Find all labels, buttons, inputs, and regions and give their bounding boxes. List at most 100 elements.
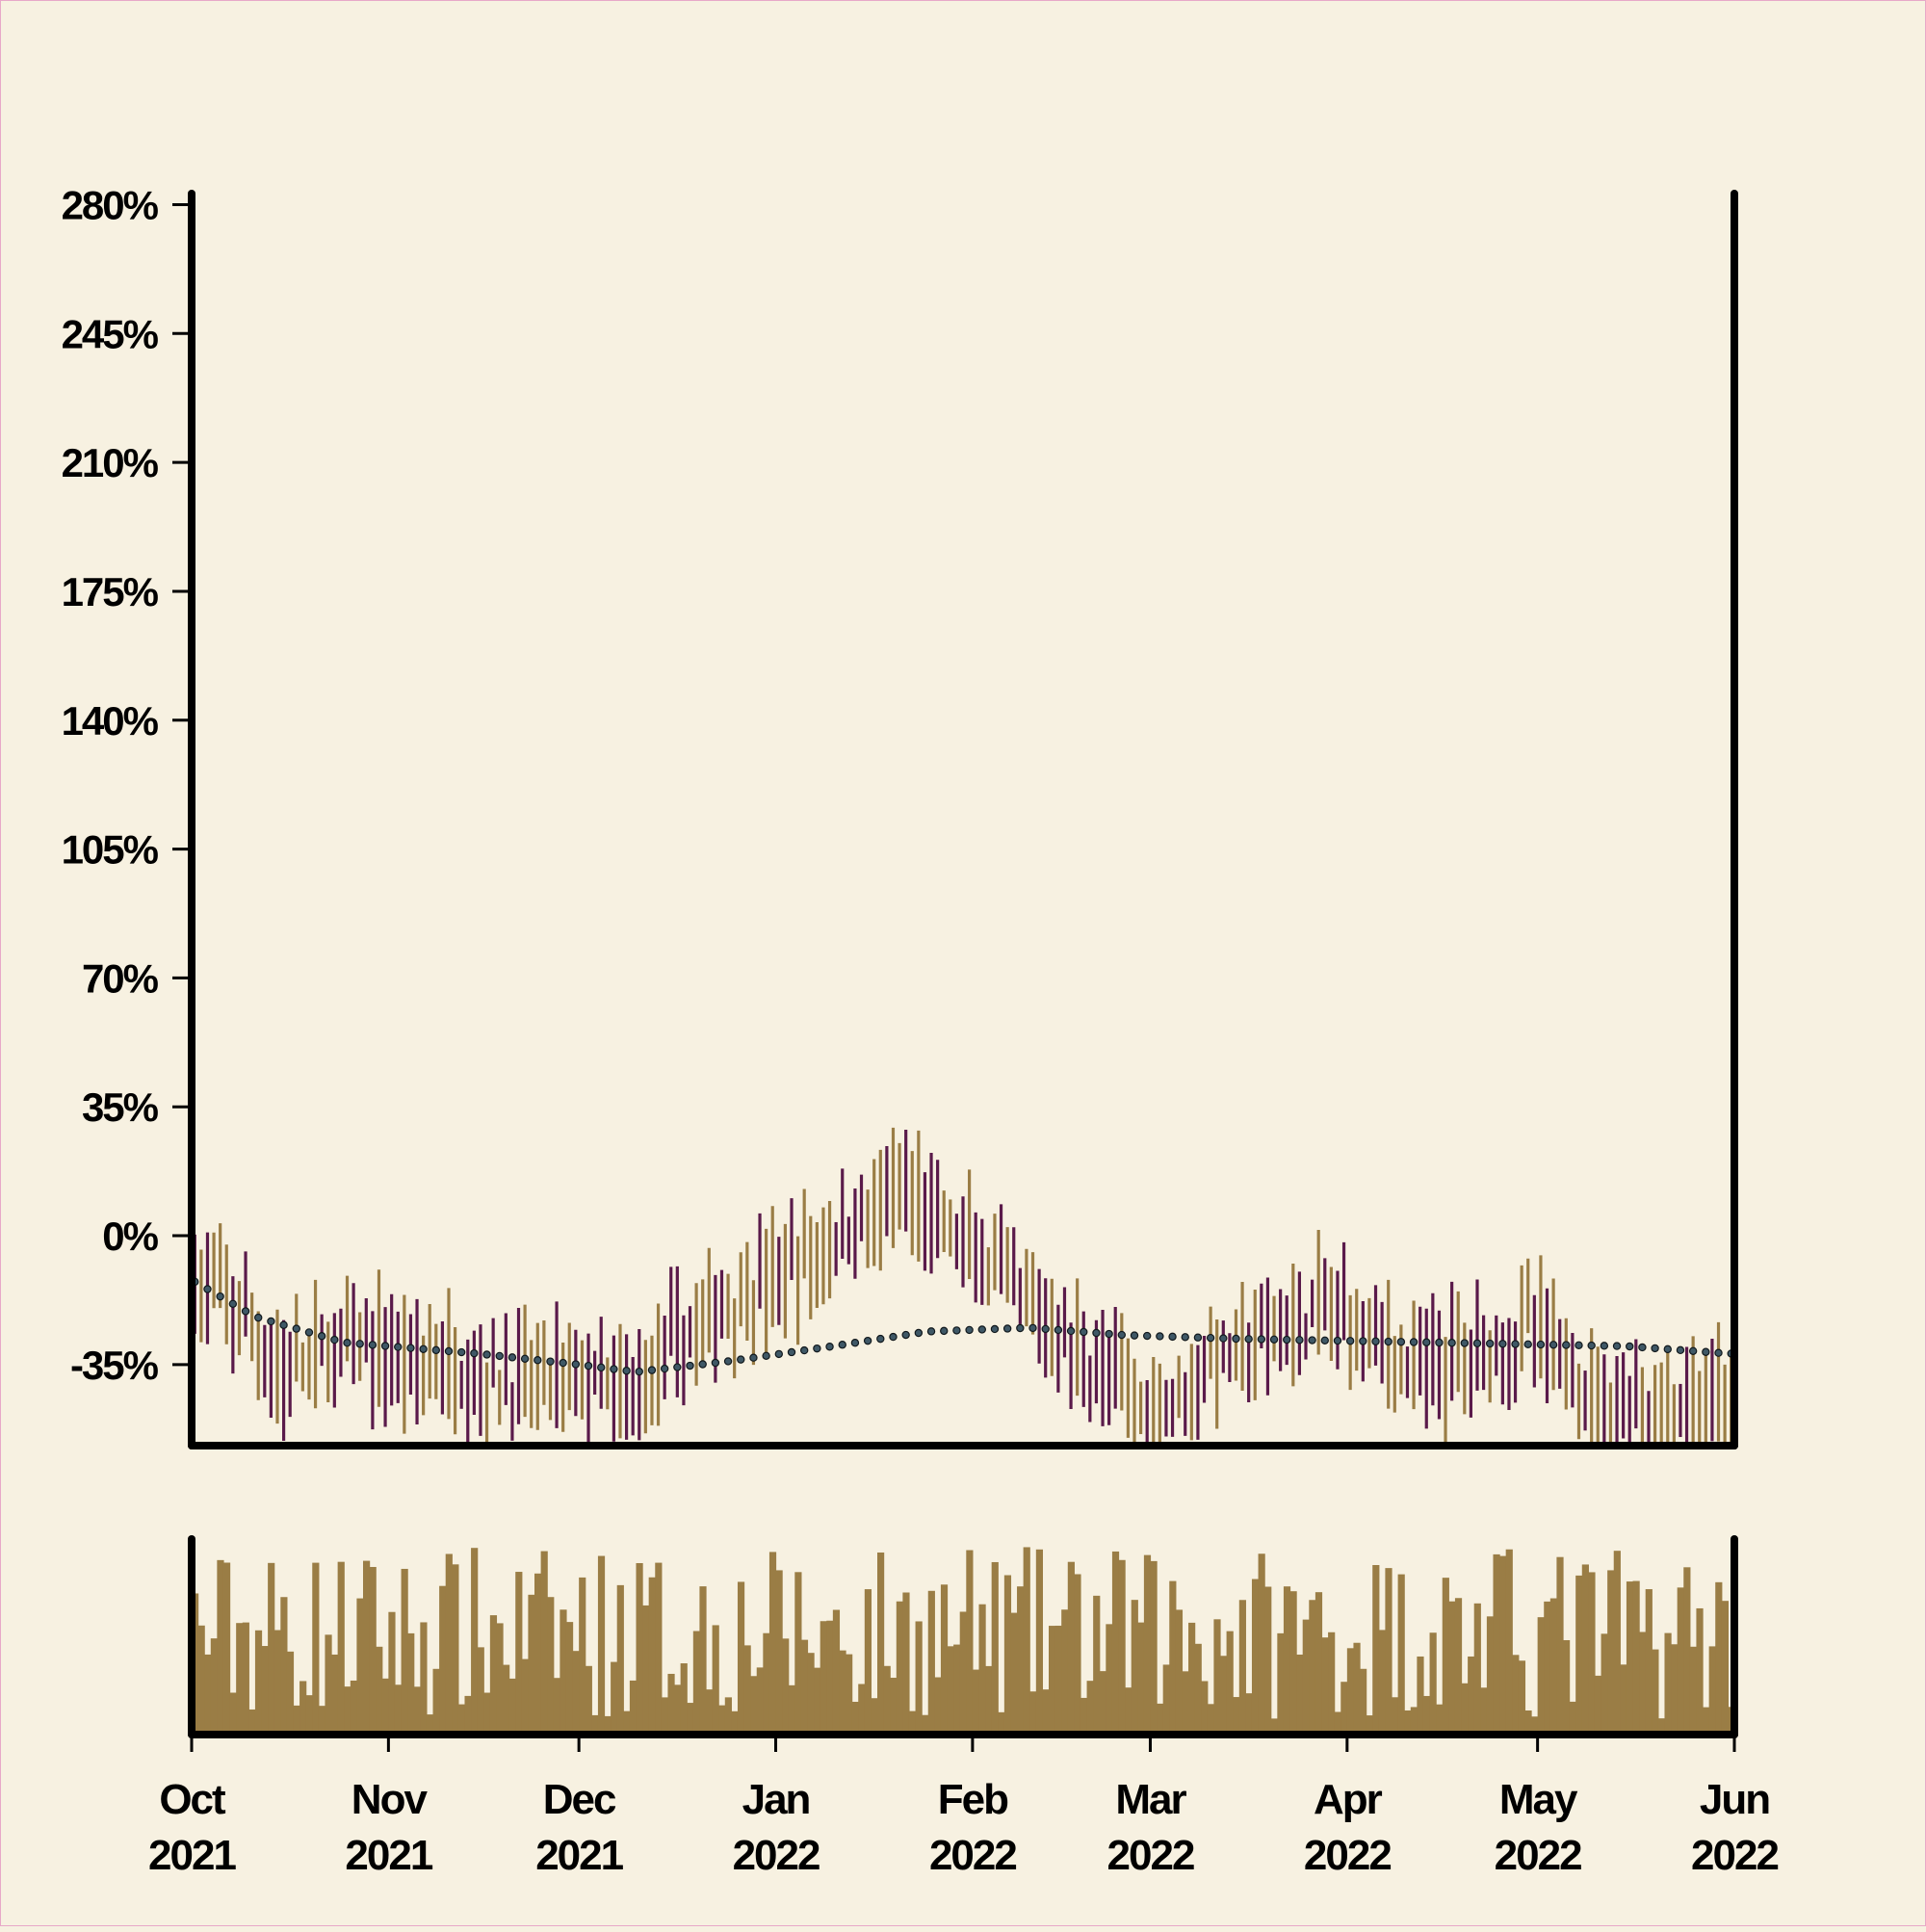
moving-average-point — [1142, 1331, 1152, 1341]
volume-bar — [826, 1620, 834, 1735]
moving-average-point — [1688, 1346, 1698, 1355]
volume-bar — [998, 1711, 1005, 1735]
moving-average-point — [863, 1336, 872, 1345]
moving-average-point — [1244, 1335, 1253, 1344]
moving-average-point — [1511, 1340, 1520, 1348]
volume-bar — [864, 1589, 872, 1735]
volume-bar — [1296, 1654, 1304, 1735]
volume-bar — [1569, 1701, 1576, 1735]
moving-average-point — [520, 1354, 530, 1363]
x-tick-year: 2021 — [148, 1832, 236, 1879]
moving-average-point — [444, 1346, 454, 1356]
x-tick-month: Feb — [938, 1776, 1008, 1823]
volume-bar — [369, 1566, 377, 1735]
moving-average-point — [1308, 1336, 1316, 1345]
volume-bar — [261, 1646, 269, 1735]
moving-average-point — [622, 1367, 631, 1375]
volume-bar — [692, 1631, 701, 1735]
moving-average-point — [737, 1355, 745, 1364]
volume-bar — [1620, 1664, 1627, 1735]
volume-bar — [248, 1709, 256, 1735]
y-tick-label: 70% — [82, 955, 159, 1001]
volume-bar — [268, 1562, 275, 1735]
volume-bar — [1086, 1681, 1094, 1735]
moving-average-point — [1549, 1341, 1558, 1349]
moving-average-point — [203, 1285, 212, 1293]
x-tick-year: 2022 — [1107, 1832, 1194, 1879]
moving-average-point — [1066, 1326, 1076, 1336]
volume-bar — [1074, 1574, 1081, 1735]
volume-bar — [597, 1555, 606, 1735]
volume-bar — [883, 1665, 891, 1735]
volume-bar — [947, 1646, 954, 1735]
volume-bar — [1677, 1587, 1684, 1735]
moving-average-point — [456, 1347, 466, 1357]
volume-bar — [788, 1684, 795, 1735]
x-tick-year: 2022 — [1304, 1832, 1391, 1879]
volume-bar — [871, 1698, 878, 1735]
moving-average-point — [216, 1292, 224, 1301]
volume-bar — [528, 1594, 535, 1735]
moving-average-point — [1562, 1341, 1571, 1349]
moving-average-point — [1219, 1334, 1228, 1343]
x-tick-month: Jan — [742, 1776, 810, 1823]
volume-bar — [1664, 1632, 1672, 1735]
volume-bar — [642, 1605, 650, 1735]
moving-average-point — [1663, 1345, 1672, 1354]
volume-bar — [616, 1584, 624, 1735]
volume-bar — [305, 1695, 313, 1735]
volume-bar — [331, 1654, 339, 1735]
moving-average-point — [380, 1342, 390, 1350]
moving-average-point — [241, 1307, 250, 1316]
moving-average-point — [597, 1363, 606, 1372]
volume-bar — [636, 1562, 643, 1735]
moving-average-point — [965, 1325, 974, 1335]
volume-bar — [1245, 1693, 1253, 1735]
moving-average-point — [673, 1363, 682, 1371]
moving-average-point — [1651, 1344, 1659, 1353]
volume-bar — [1226, 1631, 1234, 1735]
volume-bar — [1473, 1603, 1481, 1735]
moving-average-point — [1283, 1335, 1291, 1345]
volume-bar — [363, 1560, 371, 1735]
moving-average-point — [940, 1326, 949, 1336]
volume-bar — [1106, 1624, 1113, 1735]
axes — [188, 190, 1738, 1738]
volume-bar — [1118, 1559, 1126, 1735]
volume-bar — [1233, 1697, 1240, 1735]
moving-average-point — [1472, 1339, 1482, 1347]
volume-bar — [1721, 1601, 1730, 1735]
moving-average-point — [813, 1344, 821, 1353]
volume-bar — [426, 1714, 434, 1735]
volume-bar — [604, 1715, 612, 1735]
moving-average-point — [762, 1351, 770, 1361]
volume-bar — [953, 1644, 961, 1735]
volume-bar — [763, 1632, 770, 1735]
moving-average-point — [914, 1328, 924, 1338]
volume-bar — [1468, 1656, 1475, 1735]
volume-bar — [1213, 1619, 1221, 1735]
volume-bar — [1392, 1697, 1399, 1735]
volume-bar — [1486, 1616, 1495, 1735]
volume-bar — [565, 1622, 574, 1735]
moving-average-point — [571, 1360, 581, 1369]
volume-bar — [1029, 1691, 1037, 1735]
volume-bar — [464, 1695, 472, 1735]
moving-average-point — [1536, 1340, 1546, 1349]
volume-bar — [1143, 1554, 1152, 1735]
y-tick-label: 280% — [62, 182, 159, 227]
moving-average-point — [495, 1351, 504, 1361]
volume-bar — [1353, 1642, 1361, 1735]
volume-bar — [1715, 1581, 1723, 1735]
moving-average-point — [1181, 1333, 1189, 1342]
moving-average-point — [610, 1365, 618, 1373]
volume-bar — [687, 1703, 694, 1735]
volume-bar — [381, 1678, 389, 1735]
moving-average-point — [292, 1324, 300, 1333]
moving-average-point — [1295, 1336, 1304, 1345]
y-tick-label: 175% — [62, 569, 159, 614]
volume-bar — [1683, 1567, 1691, 1735]
moving-average-point — [1676, 1345, 1685, 1355]
volume-bar — [1258, 1553, 1265, 1735]
volume-bar — [1321, 1637, 1329, 1735]
